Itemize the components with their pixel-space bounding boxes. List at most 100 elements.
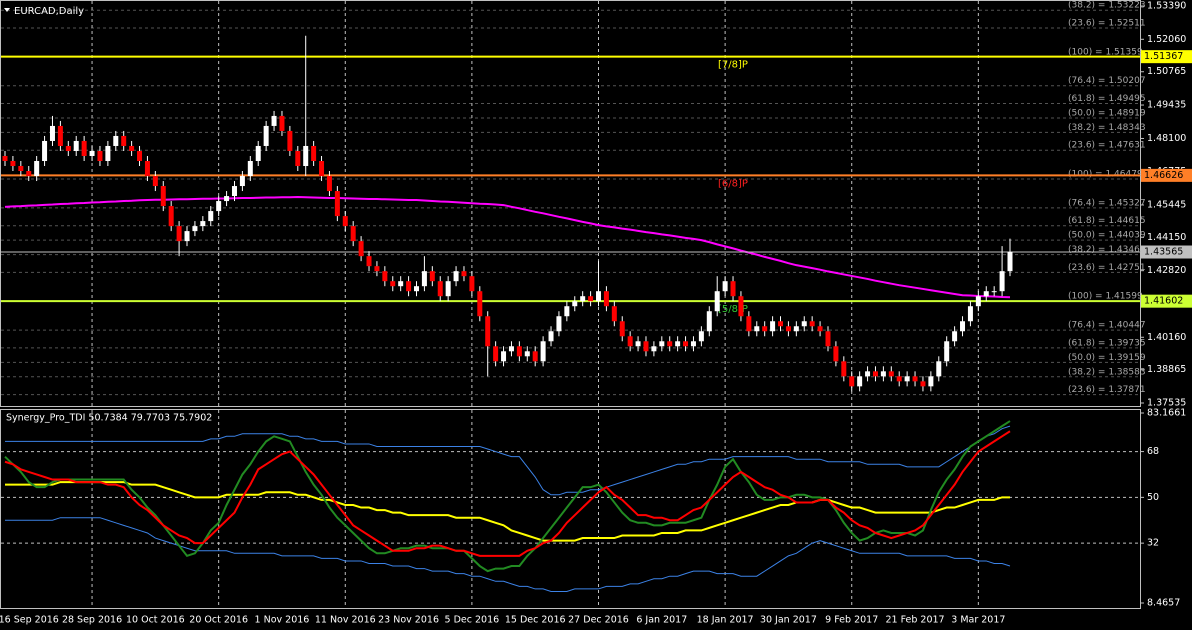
candle-body (247, 160, 253, 177)
level-label: (23.6) = 1.37871 (1068, 385, 1146, 395)
indicator-line (5, 425, 1011, 496)
x-tick-label: 27 Dec 2016 (568, 615, 629, 626)
candle-body (999, 271, 1005, 292)
candle-body (334, 191, 340, 217)
x-tick-label: 28 Sep 2016 (62, 615, 122, 626)
candle-body (540, 341, 546, 362)
candle-body (445, 281, 451, 297)
candle-body (97, 150, 103, 161)
candle-body (168, 206, 174, 227)
candle-body (896, 376, 902, 382)
price-tag (1141, 245, 1192, 259)
candle-body (255, 145, 261, 161)
candle-body (129, 145, 135, 151)
candle-body (872, 371, 878, 377)
candle-body (121, 135, 127, 146)
candle-body (279, 115, 285, 131)
candle-body (65, 145, 71, 151)
candle-body (342, 216, 348, 227)
menu-arrow (4, 8, 10, 12)
candle-body (960, 321, 966, 332)
candle-body (564, 306, 570, 317)
candle-body (572, 301, 578, 307)
y-tick-label: 1.37535 (1147, 397, 1186, 408)
candle-body (493, 346, 499, 362)
candle-body (880, 371, 886, 377)
price-tag-label: 1.41602 (1144, 296, 1183, 307)
candle-body (746, 316, 752, 332)
candle-body (295, 150, 301, 167)
level-label: (38.2) = 1.43463 (1068, 245, 1146, 255)
x-tick-label: 15 Dec 2016 (505, 615, 566, 626)
x-tick-label: 21 Feb 2017 (885, 615, 944, 626)
candle-body (730, 281, 736, 297)
candle-body (643, 341, 649, 352)
candle-body (825, 331, 831, 347)
level-label: (23.6) = 1.42751 (1068, 263, 1146, 273)
indicator-line (5, 481, 1010, 542)
candle-body (311, 145, 317, 161)
candle-body (216, 201, 222, 212)
y-tick-label: 83.1661 (1147, 408, 1186, 419)
candle-body (239, 176, 245, 187)
level-label: (61.8) = 1.49495 (1068, 94, 1146, 104)
price-line-label: [5/8]P (718, 304, 748, 315)
price-line-label: [6/8]P (718, 178, 748, 189)
candle-body (57, 125, 63, 146)
candle-body (975, 296, 981, 307)
y-tick-label: 1.42820 (1147, 265, 1186, 276)
indicator-line (4, 430, 1011, 557)
candle-body (532, 351, 538, 362)
candle-body (841, 361, 847, 377)
candle-body (208, 211, 214, 222)
candle-body (398, 281, 404, 287)
candle-body (105, 145, 111, 161)
candle-body (603, 291, 609, 307)
y-tick-label: 1.50765 (1147, 66, 1186, 77)
candle-body (81, 140, 87, 156)
candle-body (928, 376, 934, 387)
x-tick-label: 16 Sep 2016 (0, 615, 59, 626)
candle-body (144, 160, 150, 177)
main-panel-frame (0, 0, 1141, 407)
candle-body (738, 296, 744, 317)
indicator-line (4, 420, 1011, 573)
candle-body (200, 221, 206, 227)
candle-body (231, 186, 237, 197)
candle-body (152, 176, 158, 187)
x-tick-label: 20 Oct 2016 (189, 615, 248, 626)
candle-body (754, 326, 760, 332)
candle-body (983, 291, 989, 297)
y-tick-label: 1.48100 (1147, 133, 1186, 144)
candle-body (287, 130, 293, 151)
indicator-line (5, 517, 1011, 592)
x-tick-label: 23 Nov 2016 (378, 615, 439, 626)
candle-body (160, 186, 166, 207)
candle-body (406, 281, 412, 292)
y-tick-label: 8.4657 (1147, 598, 1180, 609)
candle-body (2, 155, 8, 161)
candle-body (358, 241, 364, 257)
candle-body (516, 346, 522, 357)
candle-body (89, 150, 95, 156)
candle-body (635, 341, 641, 347)
candle-body (319, 160, 325, 177)
candle-body (793, 326, 799, 332)
candle-body (477, 291, 483, 317)
candle-body (857, 376, 863, 387)
candle-body (967, 306, 973, 322)
price-line-label: [7/8]P (718, 60, 748, 71)
price-tag (1141, 294, 1192, 308)
price-tag-label: 1.43565 (1144, 247, 1183, 258)
x-tick-label: 30 Jan 2017 (760, 615, 817, 626)
level-label: (38.2) = 1.48343 (1068, 123, 1146, 133)
candle-body (10, 160, 16, 167)
level-label: (38.2) = 1.53223 (1068, 1, 1146, 11)
candle-body (659, 341, 665, 347)
candle-body (548, 331, 554, 342)
y-tick-label: 1.52060 (1147, 34, 1186, 45)
candle-body (588, 296, 594, 302)
candle-body (184, 231, 190, 242)
